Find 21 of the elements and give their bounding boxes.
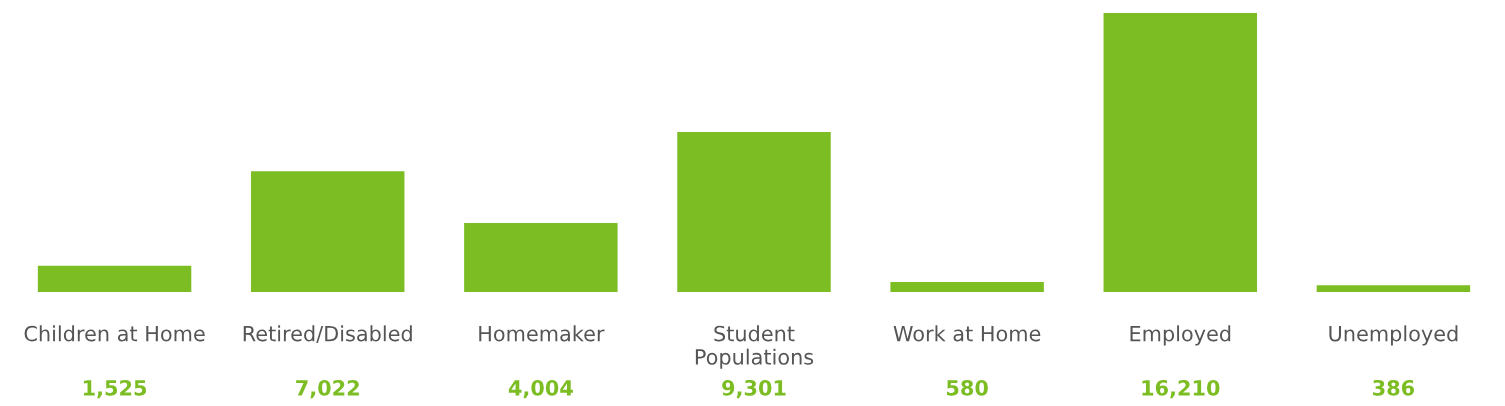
bar xyxy=(250,171,405,292)
data-label: 4,004 xyxy=(508,379,573,399)
data-label: 1,525 xyxy=(83,379,147,399)
bar xyxy=(1316,285,1471,292)
data-label: 16,210 xyxy=(1142,379,1220,399)
x-tick-label: Homemaker xyxy=(479,325,605,342)
bar xyxy=(464,223,618,292)
x-tick-label: Children at Home xyxy=(24,325,205,342)
x-tick-label: Unemployed xyxy=(1329,325,1458,346)
bar xyxy=(37,265,192,292)
x-tick-label: Employed xyxy=(1130,325,1231,346)
bar xyxy=(677,131,831,292)
data-label: 386 xyxy=(1373,379,1415,396)
x-tick-label: Retired/Disabled xyxy=(243,325,412,344)
data-label: 9,301 xyxy=(722,379,786,399)
x-tick-label: Work at Home xyxy=(893,325,1041,342)
data-label: 7,022 xyxy=(296,379,359,399)
bar xyxy=(1103,13,1258,292)
x-tick-label: Student Populations xyxy=(695,325,814,369)
bar xyxy=(890,282,1044,292)
data-label: 580 xyxy=(947,379,988,396)
